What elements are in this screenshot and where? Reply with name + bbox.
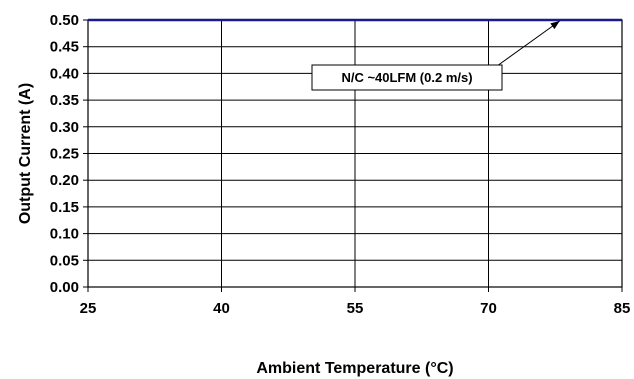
annotation-box [311,64,503,91]
x-tick-label: 70 [480,300,497,317]
y-tick-label: 0.15 [50,199,79,216]
x-tick-label: 40 [213,300,230,317]
y-tick-label: 0.50 [50,12,79,29]
annotation-layer: N/C ~40LFM (0.2 m/s) [311,20,560,91]
annotation-arrowhead [550,21,560,30]
y-tick-label: 0.45 [50,39,79,56]
x-tick-label: 85 [614,300,631,317]
y-tick-label: 0.10 [50,226,79,243]
y-tick-label: 0.40 [50,65,79,82]
y-tick-label: 0.35 [50,92,79,109]
y-tick-label: 0.05 [50,252,79,269]
y-tick-label: 0.00 [50,279,79,296]
y-axis-ticks: 0.00 0.05 0.10 0.15 0.20 0.25 0.30 0.35 0.40 0.45… [50,12,88,296]
x-tick-label: 25 [80,300,97,317]
x-axis-ticks: 25 40 55 70 85 [80,287,631,317]
x-tick-label: 55 [347,300,364,317]
y-tick-label: 0.25 [50,146,79,163]
x-axis-title: Ambient Temperature (°C) [256,360,453,377]
y-tick-label: 0.20 [50,172,79,189]
y-axis-title: Output Current (A) [17,83,34,224]
grid [87,19,623,288]
annotation-label: N/C ~40LFM (0.2 m/s) [341,70,472,85]
y-tick-label: 0.30 [50,119,79,136]
annotation-arrow-line [496,20,560,67]
